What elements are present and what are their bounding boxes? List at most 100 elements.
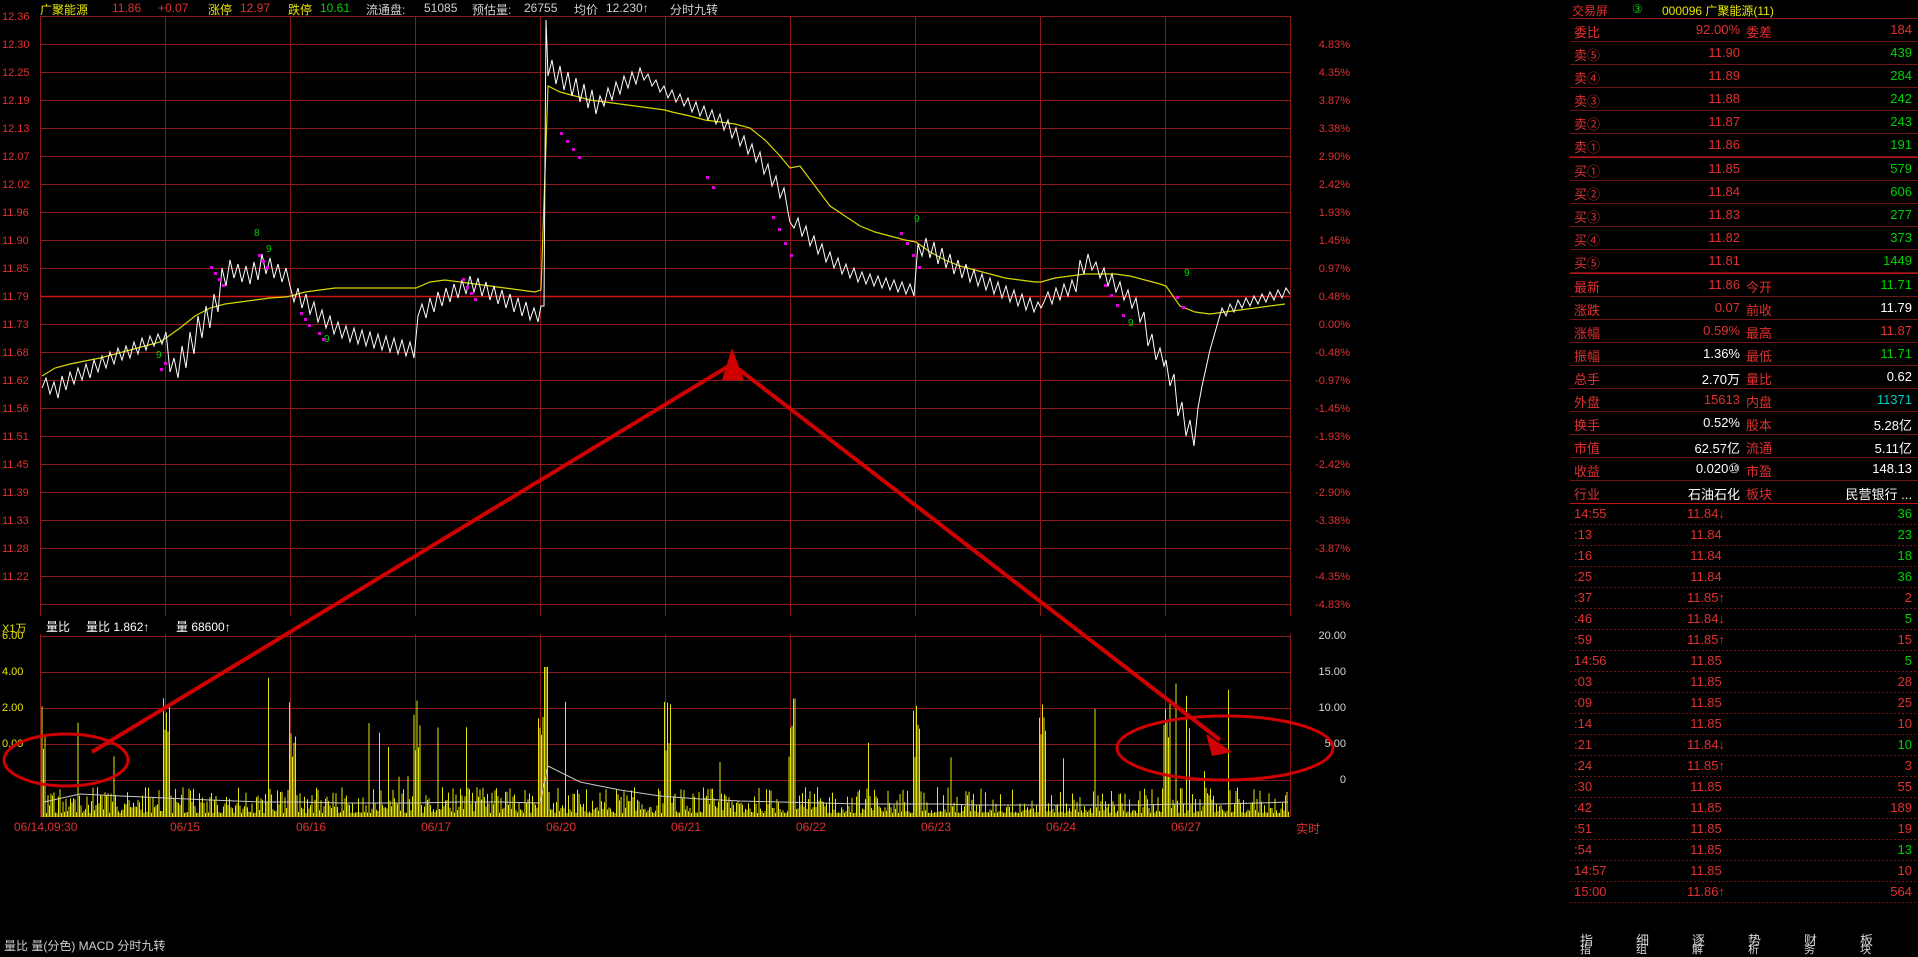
tab-zhibiao[interactable]: 指 — [1580, 933, 1594, 948]
tab-zhibiao-2[interactable]: 指 — [1580, 944, 1591, 956]
svg-text:9: 9 — [1184, 268, 1190, 279]
stat-label-2: 最高 — [1746, 326, 1773, 341]
tick-row: :24 11.85↑ 3 — [1570, 756, 1918, 777]
tick-row: :21 11.84↓ 10 — [1570, 735, 1918, 756]
tab-caiwu[interactable]: 财 — [1804, 933, 1818, 948]
y-axis-label: 11.45 — [2, 459, 29, 471]
limit-up-value: 12.97 — [240, 1, 271, 15]
y-axis-pct-label: -4.83% — [1315, 599, 1350, 611]
bottom-indicator-text: 量比 量(分色) MACD 分时九转 — [4, 939, 166, 953]
svg-text:9: 9 — [1128, 318, 1134, 329]
weibi-value: 92.00% — [1695, 22, 1740, 37]
tick-row: :13 11.84 23 — [1570, 525, 1918, 546]
bid-row[interactable]: 买① 11.85 579 — [1570, 157, 1918, 181]
y-axis-label: 11.33 — [2, 515, 29, 527]
bid-label: 买⑤ — [1574, 256, 1601, 271]
ask-row[interactable]: 卖② 11.87 243 — [1570, 111, 1918, 134]
y-axis-pct-label: 4.35% — [1318, 67, 1350, 79]
y-axis-label: 11.56 — [2, 403, 29, 415]
stat-value-2: 11.79 — [1880, 300, 1912, 315]
avg-price-label: 均价 — [574, 3, 599, 17]
trade-panel-label[interactable]: 交易屏 — [1572, 4, 1609, 18]
float-shares-value: 51085 — [424, 1, 458, 15]
bid-price: 11.82 — [1708, 230, 1740, 245]
stat-row: 涨跌 0.07 前收 11.79 — [1570, 297, 1918, 320]
tab-mingxi-2[interactable]: 组 — [1636, 944, 1647, 956]
y-axis-label: 11.68 — [2, 347, 29, 359]
ask-row[interactable]: 卖④ 11.89 284 — [1570, 65, 1918, 88]
tab-shitai[interactable]: 势 — [1748, 933, 1762, 948]
ask-label: 卖⑤ — [1574, 48, 1601, 63]
tick-price: 11.85↑ — [1686, 632, 1726, 647]
bid-row[interactable]: 买③ 11.83 277 — [1570, 204, 1918, 227]
stat-value-2: 148.13 — [1872, 461, 1912, 476]
tick-time: :24 — [1574, 758, 1593, 773]
bottom-indicator-bar[interactable]: 量比 量(分色) MACD 分时九转 — [0, 936, 1570, 953]
x-axis-label: 实时 — [1296, 822, 1321, 836]
stat-label-2: 股本 — [1746, 418, 1773, 433]
sector-value: 民营银行 ... — [1845, 487, 1912, 502]
y-axis-pct-label: 0.97% — [1318, 263, 1350, 275]
bid-row[interactable]: 买④ 11.82 373 — [1570, 227, 1918, 250]
tick-volume: 3 — [1904, 758, 1912, 773]
tick-row: :09 11.85 25 — [1570, 693, 1918, 714]
stat-row: 振幅 1.36% 最低 11.71 — [1570, 343, 1918, 366]
bid-volume: 277 — [1890, 207, 1912, 222]
stat-value-2: 11371 — [1876, 392, 1912, 407]
tick-time: :21 — [1574, 737, 1593, 752]
circle-number-icon: ③ — [1632, 2, 1643, 16]
svg-text:9: 9 — [914, 214, 920, 225]
tick-price: 11.85 — [1690, 842, 1722, 857]
ask-row[interactable]: 卖① 11.86 191 — [1570, 134, 1918, 157]
tab-zhubi[interactable]: 逐 — [1692, 933, 1706, 948]
y-axis-label: 11.96 — [2, 207, 29, 219]
tick-row: 14:56 11.85 5 — [1570, 651, 1918, 672]
stat-value: 15613 — [1703, 392, 1740, 407]
chart-area: 广聚能源 11.86 +0.07 涨停 12.97 跌停 10.61 流通盘: … — [0, 1, 1570, 953]
x-axis-label: 06/24 — [1046, 820, 1077, 834]
svg-text:9: 9 — [324, 334, 330, 345]
stat-row[interactable]: 行业 石油石化 板块 民营银行 ... — [1570, 481, 1918, 504]
bid-volume: 606 — [1890, 184, 1912, 199]
vol-right-tick: 10.00 — [1318, 702, 1346, 714]
ask-volume: 191 — [1890, 137, 1912, 152]
tab-bankuai-2[interactable]: 块 — [1860, 944, 1871, 956]
tick-price: 11.85 — [1690, 674, 1722, 689]
stat-row: 最新 11.86 今开 11.71 — [1570, 273, 1918, 297]
ask-row[interactable]: 卖⑤ 11.90 439 — [1570, 42, 1918, 65]
tick-time: :42 — [1574, 800, 1593, 815]
tick-time: :16 — [1574, 548, 1593, 563]
ask-row[interactable]: 卖③ 11.88 242 — [1570, 88, 1918, 111]
ask-label: 卖③ — [1574, 94, 1601, 109]
vol-right-tick: 20.00 — [1318, 630, 1346, 642]
tab-mingxi[interactable]: 细 — [1636, 933, 1650, 948]
tick-price: 11.85 — [1690, 863, 1722, 878]
x-axis-label: 06/21 — [671, 820, 702, 834]
tab-bankuai[interactable]: 板 — [1860, 933, 1874, 948]
tab-shitai-2[interactable]: 析 — [1748, 944, 1759, 956]
tick-list[interactable]: 14:55 11.84↓ 36 :13 11.84 23 :16 11.84 18 :25 1… — [1570, 504, 1918, 903]
vol-left-tick: 0.00 — [2, 738, 24, 750]
stat-value: 11.86 — [1708, 277, 1740, 292]
y-axis-label: 12.02 — [2, 179, 30, 191]
bid-row[interactable]: 买⑤ 11.81 1449 — [1570, 250, 1918, 273]
tab-caiwu-2[interactable]: 务 — [1804, 944, 1815, 956]
est-volume-label: 预估量: — [472, 3, 512, 17]
right-tab-bar[interactable]: 指 指 细 组 逐 解 势 析 财 务 板 块 — [1570, 930, 1918, 956]
float-shares-label: 流通盘: — [366, 3, 406, 17]
y-axis-label: 11.22 — [2, 571, 29, 583]
stat-value: 2.70万 — [1701, 372, 1740, 387]
tab-zhubi-2[interactable]: 解 — [1692, 944, 1703, 956]
tick-volume: 2 — [1904, 590, 1912, 605]
y-axis-pct-label: -1.93% — [1315, 431, 1350, 443]
y-axis-pct-label: 1.45% — [1318, 235, 1350, 247]
y-axis-label: 11.90 — [2, 235, 29, 247]
stat-label-2: 前收 — [1746, 303, 1773, 318]
ask-volume: 439 — [1890, 45, 1912, 60]
tick-volume: 10 — [1897, 863, 1912, 878]
tick-volume: 10 — [1897, 716, 1912, 731]
bid-row[interactable]: 买② 11.84 606 — [1570, 181, 1918, 204]
sector-label: 板块 — [1746, 487, 1773, 502]
stat-row: 收益 0.020⑩ 市盈 148.13 — [1570, 458, 1918, 481]
stat-value: 0.59% — [1703, 323, 1740, 338]
